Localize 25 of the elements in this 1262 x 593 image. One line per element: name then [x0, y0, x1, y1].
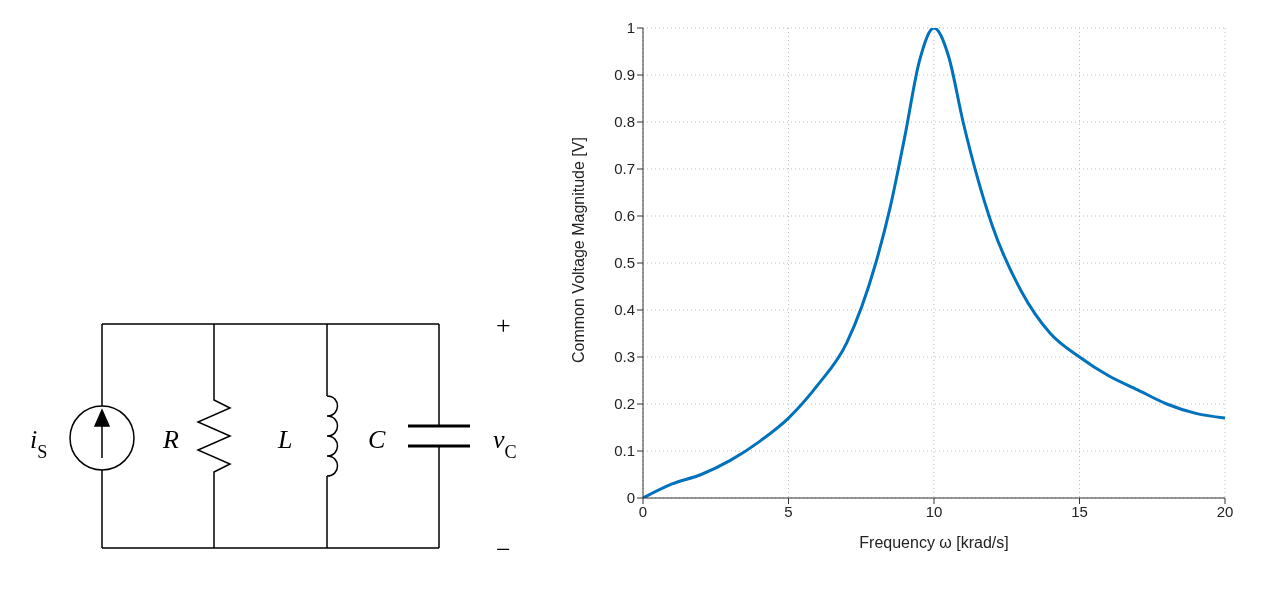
text: L	[277, 425, 293, 454]
y-tick-label: 0.2	[614, 395, 635, 413]
text: C	[368, 425, 386, 454]
y-axis-title: Common Voltage Magnitude [V]	[569, 137, 587, 363]
y-tick-label: 0.4	[614, 301, 635, 319]
x-tick-label: 15	[1071, 502, 1088, 520]
x-tick-label: 20	[1216, 502, 1234, 520]
text: v$_{C}$	[493, 425, 517, 462]
x-tick-label: 10	[925, 502, 943, 520]
text: i$_{S}$	[30, 425, 48, 462]
y-tick-label: 1	[626, 19, 635, 37]
y-tick-label: 0.8	[614, 113, 635, 131]
y-tick-label: 0.6	[614, 207, 635, 225]
text: −	[496, 535, 511, 564]
y-tick-label: 0.1	[614, 442, 635, 460]
y-tick-label: 0	[626, 489, 635, 507]
text: R	[162, 425, 179, 454]
text: +	[496, 311, 511, 340]
y-tick-label: 0.9	[614, 66, 635, 84]
y-tick-label: 0.3	[614, 348, 635, 366]
x-tick-label: 5	[784, 502, 793, 520]
x-axis-title: Frequency ω [krad/s]	[859, 534, 1009, 551]
y-tick-label: 0.5	[614, 254, 635, 272]
x-tick-label: 0	[638, 502, 648, 520]
y-tick-label: 0.7	[614, 160, 635, 178]
